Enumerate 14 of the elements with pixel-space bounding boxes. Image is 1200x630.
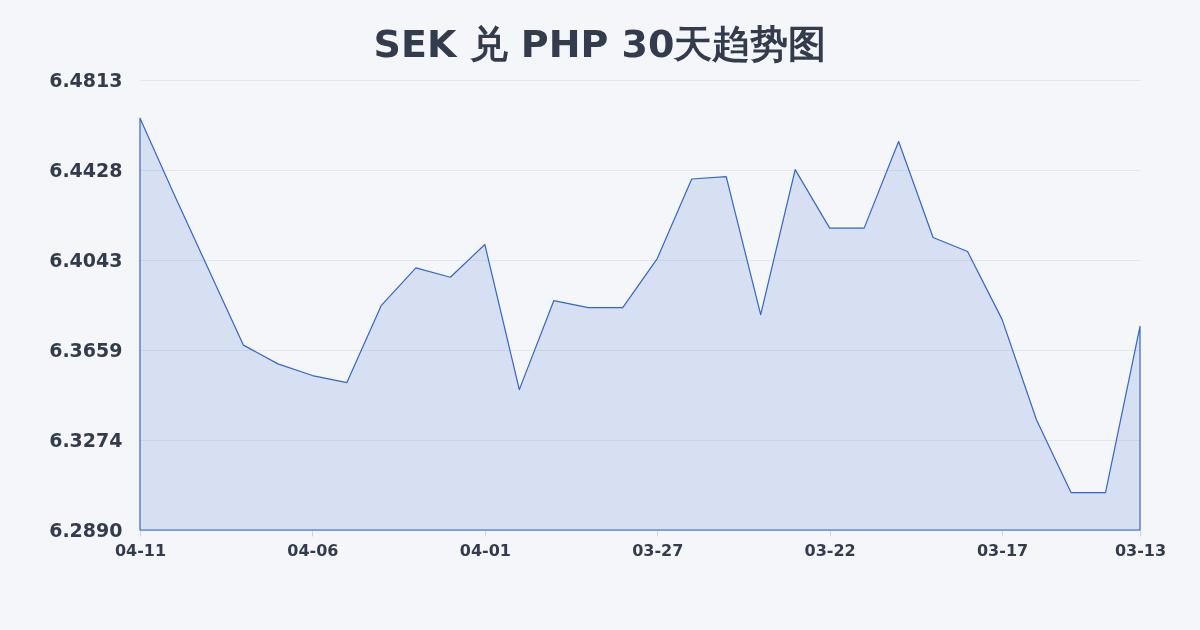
x-tick-label: 04-06 <box>287 540 339 560</box>
y-tick-label: 6.4428 <box>49 158 123 181</box>
y-tick-label: 6.3274 <box>49 428 123 451</box>
x-tick-label: 04-01 <box>459 540 511 560</box>
y-tick-label: 6.4813 <box>49 68 123 91</box>
y-tick-label: 6.4043 <box>49 248 123 271</box>
chart-title: SEK 兑 PHP 30天趋势图 <box>373 22 827 66</box>
y-tick-label: 6.2890 <box>49 518 123 541</box>
y-tick-label: 6.3659 <box>49 338 123 361</box>
x-tick-label: 04-11 <box>114 540 167 560</box>
x-tick-label: 03-17 <box>976 540 1029 560</box>
x-tick-label: 03-22 <box>804 540 856 560</box>
x-tick-label: 03-27 <box>632 540 684 560</box>
x-tick-label: 03-13 <box>1114 540 1167 560</box>
